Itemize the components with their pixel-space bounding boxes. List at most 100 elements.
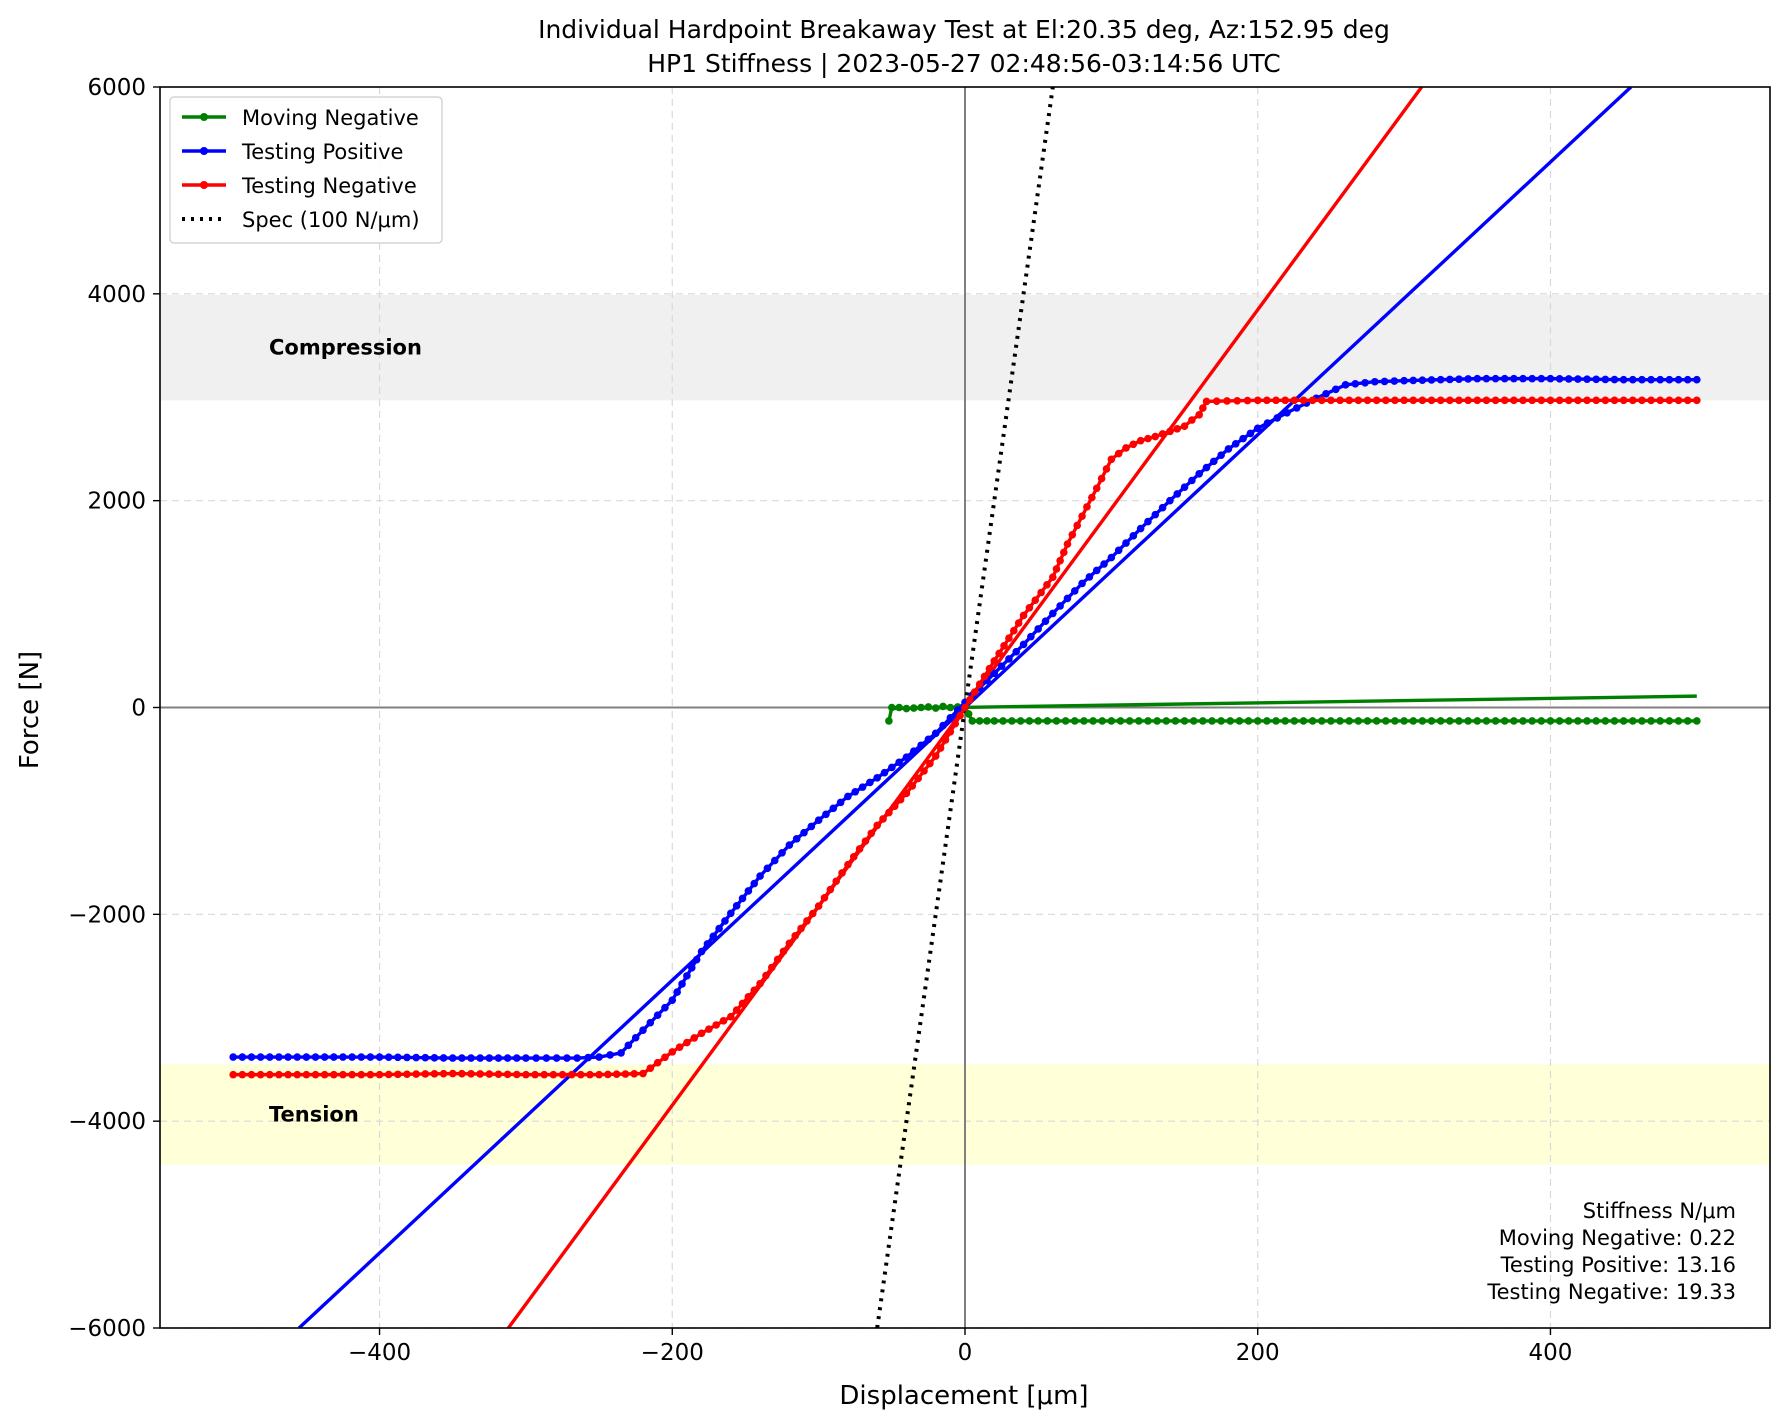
data-point-testing-positive (1107, 553, 1116, 562)
data-point-moving-negative (1272, 717, 1280, 725)
data-point-moving-negative (1381, 717, 1390, 725)
data-point-testing-negative (1537, 396, 1546, 405)
data-point-testing-positive (348, 1053, 356, 1061)
data-point-testing-positive (229, 1053, 237, 1061)
data-point-testing-positive (1283, 408, 1291, 417)
data-point-testing-positive (1491, 374, 1500, 383)
data-point-testing-negative (1272, 396, 1280, 405)
data-point-testing-positive (1528, 374, 1536, 383)
data-point-moving-negative (1528, 717, 1536, 725)
data-point-testing-negative (756, 979, 764, 988)
data-point-moving-negative (1208, 717, 1216, 725)
data-point-testing-positive (1380, 377, 1389, 386)
data-point-testing-negative (1166, 427, 1174, 436)
data-point-testing-negative (1436, 396, 1445, 405)
data-point-testing-negative (403, 1070, 411, 1079)
data-point-testing-positive (573, 1054, 581, 1062)
data-point-moving-negative (1592, 717, 1600, 725)
data-point-testing-positive (851, 787, 860, 796)
data-point-testing-negative (1693, 396, 1701, 405)
data-point-testing-positive (1005, 655, 1013, 663)
data-point-testing-negative (668, 1048, 677, 1056)
data-point-moving-negative (1125, 717, 1134, 725)
data-point-testing-negative (1528, 396, 1536, 405)
data-point-testing-negative (1628, 396, 1637, 405)
data-point-testing-negative (639, 1069, 647, 1078)
data-point-testing-positive (617, 1049, 625, 1057)
data-point-testing-negative (690, 1034, 699, 1042)
data-point-testing-positive (1464, 375, 1472, 383)
data-point-testing-negative (966, 695, 974, 704)
data-point-testing-negative (1583, 396, 1591, 405)
data-point-moving-negative (1464, 717, 1472, 725)
data-point-testing-negative (1000, 641, 1008, 650)
data-point-testing-negative (476, 1070, 484, 1078)
data-point-testing-positive (1693, 375, 1701, 384)
data-point-moving-negative (895, 703, 903, 712)
data-point-moving-negative (1638, 717, 1646, 725)
data-point-testing-negative (384, 1070, 393, 1079)
data-point-testing-negative (1281, 396, 1289, 405)
series-testing-positive (229, 374, 1701, 1062)
data-point-moving-negative (1034, 717, 1042, 725)
data-point-testing-negative (630, 1070, 639, 1078)
data-point-testing-negative (1592, 396, 1600, 405)
data-point-testing-positive (421, 1053, 430, 1062)
data-point-testing-positive (1446, 375, 1454, 384)
data-point-testing-negative (970, 688, 979, 696)
data-point-testing-positive (763, 864, 772, 873)
data-point-testing-positive (275, 1053, 283, 1061)
data-point-testing-positive (1601, 375, 1610, 384)
data-point-testing-negative (1068, 530, 1077, 539)
data-point-testing-positive (606, 1051, 614, 1059)
data-point-testing-negative (956, 711, 964, 720)
data-point-moving-negative (1683, 717, 1692, 725)
data-point-testing-negative (1025, 604, 1034, 612)
data-point-testing-positive (727, 909, 735, 918)
data-point-testing-negative (697, 1029, 706, 1038)
data-point-testing-negative (902, 789, 911, 798)
data-point-testing-negative (1088, 493, 1096, 502)
series-layer (229, 374, 1701, 1079)
data-point-testing-positive (1455, 375, 1463, 383)
data-point-testing-negative (931, 752, 940, 760)
data-point-testing-negative (1546, 396, 1555, 405)
data-point-testing-negative (1299, 396, 1308, 405)
data-point-testing-negative (961, 703, 969, 712)
data-point-testing-negative (485, 1070, 494, 1078)
data-point-testing-negative (494, 1070, 503, 1079)
ticks-layer: −400 −200 0 200 400−6000−4000−20000200040006… (68, 75, 1572, 1366)
data-point-testing-positive (1683, 375, 1692, 384)
data-point-testing-negative (719, 1017, 728, 1025)
data-point-testing-positive (1144, 517, 1152, 526)
data-point-testing-negative (1601, 396, 1610, 405)
data-point-testing-negative (430, 1070, 439, 1078)
data-point-moving-negative (1089, 717, 1097, 725)
data-point-testing-negative (914, 774, 922, 783)
data-point-testing-negative (1136, 436, 1145, 445)
data-point-testing-negative (683, 1038, 691, 1047)
data-point-moving-negative (1098, 717, 1107, 725)
data-point-testing-negative (712, 1021, 720, 1029)
data-point-testing-positive (265, 1053, 274, 1061)
data-point-testing-negative (896, 795, 905, 804)
data-point-testing-positive (467, 1054, 475, 1062)
data-point-moving-negative (1455, 717, 1463, 725)
data-point-testing-negative (612, 1070, 621, 1079)
data-point-testing-negative (820, 893, 829, 902)
data-point-testing-negative (247, 1070, 256, 1079)
data-point-moving-negative (1153, 717, 1161, 725)
legend-entry-testing-negative: Testing Negative (241, 174, 417, 198)
data-point-testing-negative (1223, 397, 1231, 405)
data-point-testing-positive (939, 721, 947, 730)
data-point-testing-negative (531, 1070, 539, 1079)
data-point-testing-positive (715, 924, 723, 933)
data-point-testing-negative (705, 1025, 713, 1033)
data-point-testing-positive (403, 1053, 411, 1062)
data-point-testing-positive (1122, 539, 1130, 547)
data-point-testing-positive (1619, 375, 1628, 384)
data-point-testing-negative (1151, 432, 1160, 441)
data-point-testing-negative (844, 860, 852, 869)
data-point-testing-negative (1510, 396, 1518, 405)
data-point-moving-negative (999, 717, 1007, 725)
